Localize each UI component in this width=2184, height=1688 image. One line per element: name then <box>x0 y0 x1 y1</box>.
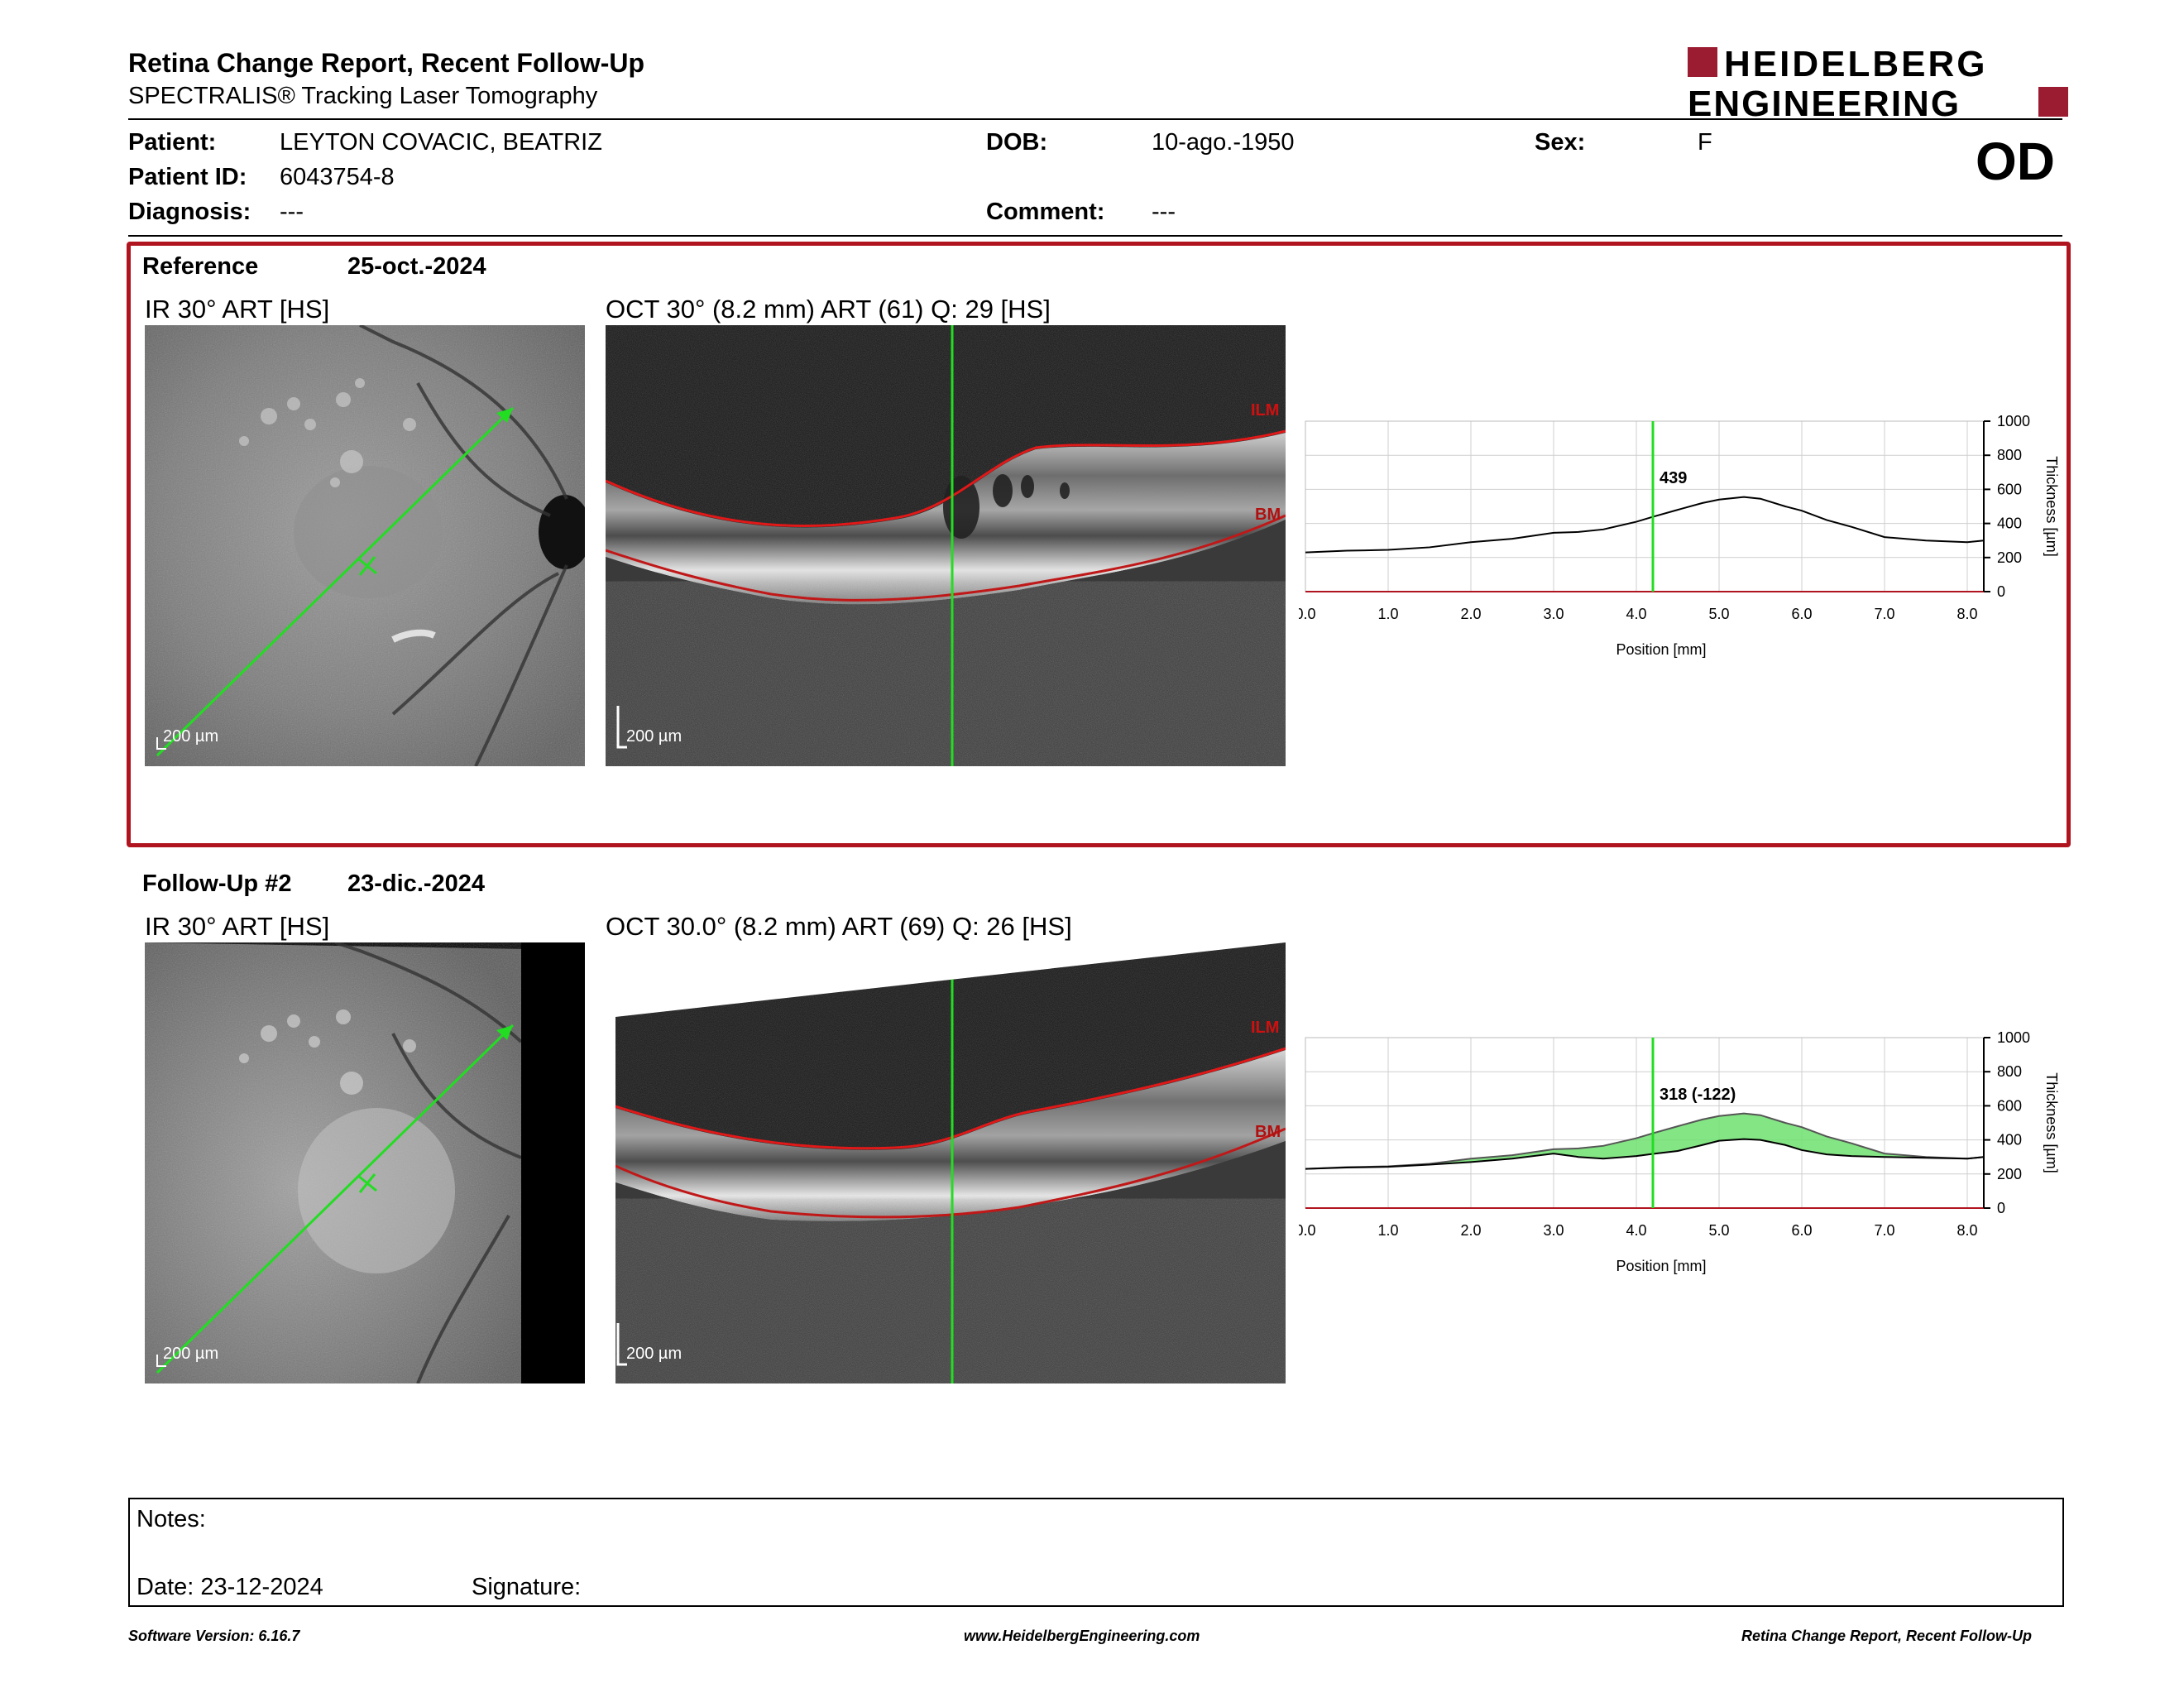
svg-text:HEIDELBERG: HEIDELBERG <box>1724 46 1987 84</box>
followup-ir-caption: IR 30° ART [HS] <box>145 912 330 941</box>
reference-frame <box>127 242 2071 847</box>
reference-ir-caption: IR 30° ART [HS] <box>145 295 330 324</box>
dob-label: DOB: <box>986 129 1048 156</box>
x-tick-label: 8.0 <box>1956 606 1977 622</box>
reference-thickness-chart: 439 0 200 400 600 800 1000 0.0 1.0 2.0 3.0 4.0 5.0 6.… <box>1295 413 2068 679</box>
followup-oct-bscan-image[interactable]: ILM BM 200 µm <box>606 942 1286 1383</box>
reference-oct-caption: OCT 30° (8.2 mm) ART (61) Q: 29 [HS] <box>606 295 1051 324</box>
y-tick-label: 1000 <box>1997 1030 2030 1046</box>
dob-value: 10-ago.-1950 <box>1152 129 1295 156</box>
thickness-series-line <box>1305 1112 1985 1170</box>
sex-value: F <box>1698 129 1712 156</box>
diagnosis-value: --- <box>280 199 304 225</box>
y-tick-label: 0 <box>1997 1200 2005 1216</box>
website-link[interactable]: www.HeidelbergEngineering.com <box>964 1628 1200 1644</box>
x-tick-label: 3.0 <box>1543 606 1564 622</box>
signature-label: Signature: <box>472 1574 582 1600</box>
x-axis-title: Position [mm] <box>1616 641 1706 658</box>
thickness-series-line <box>1305 496 1985 554</box>
reference-bm-label: BM <box>1255 506 1281 524</box>
diagnosis-label: Diagnosis: <box>128 199 251 225</box>
x-tick-label: 4.0 <box>1626 606 1646 622</box>
svg-text:ENGINEERING: ENGINEERING <box>1688 84 1961 120</box>
report-name-footer: Retina Change Report, Recent Follow-Up <box>1741 1628 2033 1644</box>
followup-thickness-chart: 318 (-122) 0 200 400 600 800 1000 0.0 1.0 2.0 3.0 4… <box>1295 1029 2068 1295</box>
thickness-series-line-2 <box>1305 1138 1985 1170</box>
cursor-value-label: 439 <box>1660 469 1687 487</box>
software-version: Software Version: 6.16.7 <box>128 1628 300 1644</box>
x-tick-label: 1.0 <box>1377 1222 1398 1239</box>
plot-frame <box>1305 420 1985 592</box>
x-tick-label: 1.0 <box>1377 606 1398 622</box>
followup-date: 23-dic.-2024 <box>347 870 486 897</box>
sex-label: Sex: <box>1535 129 1586 156</box>
heidelberg-logo: HEIDELBERG ENGINEERING <box>1688 44 2068 124</box>
x-tick-label: 4.0 <box>1626 1222 1646 1239</box>
patient-id-value: 6043754-8 <box>280 164 395 190</box>
plot-frame <box>1305 1037 1985 1209</box>
y-tick-label: 200 <box>1997 1166 2022 1182</box>
y-tick-label: 0 <box>1997 583 2005 600</box>
x-tick-label: 6.0 <box>1791 1222 1812 1239</box>
reference-label: Reference <box>142 253 259 280</box>
x-tick-label: 7.0 <box>1874 606 1894 622</box>
notes-date: Date: 23-12-2024 <box>136 1574 323 1600</box>
comment-label: Comment: <box>986 199 1105 225</box>
reference-ilm-label: ILM <box>1251 401 1280 420</box>
report-title: Retina Change Report, Recent Follow-Up <box>128 48 645 78</box>
notes-label: Notes: <box>136 1506 206 1532</box>
x-tick-label: 7.0 <box>1874 1222 1894 1239</box>
followup-thickness-chart-svg: 318 (-122) 0 200 400 600 800 1000 0.0 1.0 2.0 3.0 4… <box>1295 1029 2060 1274</box>
x-tick-label: 5.0 <box>1708 606 1729 622</box>
y-tick-label: 600 <box>1997 1097 2022 1114</box>
y-tick-label: 1000 <box>1997 414 2030 429</box>
reference-ir-scale: 200 µm <box>163 727 219 746</box>
x-tick-label: 2.0 <box>1460 1222 1481 1239</box>
y-tick-label: 400 <box>1997 516 2022 532</box>
x-tick-label: 0.0 <box>1299 1222 1316 1239</box>
x-tick-label: 8.0 <box>1956 1222 1977 1239</box>
patient-name: LEYTON COVACIC, BEATRIZ <box>280 129 602 156</box>
followup-label: Follow-Up #2 <box>142 870 292 897</box>
y-tick-label: 800 <box>1997 1063 2022 1080</box>
followup-bm-label: BM <box>1255 1123 1281 1141</box>
followup-ir-scale: 200 µm <box>163 1345 219 1363</box>
reference-date: 25-oct.-2024 <box>347 253 486 280</box>
comment-value: --- <box>1152 199 1176 225</box>
y-tick-label: 600 <box>1997 481 2022 497</box>
patient-divider <box>128 235 2062 237</box>
x-tick-label: 5.0 <box>1708 1222 1729 1239</box>
followup-oct-scale: 200 µm <box>626 1345 682 1363</box>
cursor-value-label: 318 (-122) <box>1660 1086 1736 1104</box>
y-tick-label: 200 <box>1997 549 2022 566</box>
x-axis-title: Position [mm] <box>1616 1258 1706 1274</box>
y-axis-title: Thickness [µm] <box>2043 1072 2060 1172</box>
reference-thickness-chart-svg: 439 0 200 400 600 800 1000 0.0 1.0 2.0 3.0 4.0 5.0 6.… <box>1295 413 2060 658</box>
report-subtitle: SPECTRALIS® Tracking Laser Tomography <box>128 83 598 109</box>
header-divider <box>128 118 2062 120</box>
patient-label: Patient: <box>128 129 217 156</box>
patient-id-label: Patient ID: <box>128 164 247 190</box>
eye-indicator: OD <box>1976 132 2055 191</box>
x-tick-label: 0.0 <box>1299 606 1316 622</box>
followup-ir-fundus-image[interactable]: 200 µm <box>145 942 585 1383</box>
y-tick-label: 400 <box>1997 1132 2022 1149</box>
y-axis-title: Thickness [µm] <box>2043 456 2060 556</box>
y-tick-label: 800 <box>1997 447 2022 463</box>
notes-box[interactable]: Notes: Date: 23-12-2024 Signature: <box>128 1498 2064 1607</box>
x-tick-label: 2.0 <box>1460 606 1481 622</box>
reference-oct-bscan-image[interactable]: ILM BM 200 µm <box>606 325 1286 766</box>
followup-ilm-label: ILM <box>1251 1019 1280 1037</box>
reference-oct-scale: 200 µm <box>626 727 682 746</box>
reference-ir-fundus-image[interactable]: 200 µm <box>145 325 585 766</box>
x-tick-label: 3.0 <box>1543 1222 1564 1239</box>
x-tick-label: 6.0 <box>1791 606 1812 622</box>
followup-oct-caption: OCT 30.0° (8.2 mm) ART (69) Q: 26 [HS] <box>606 912 1072 941</box>
thickness-change-area <box>1305 1113 1984 1169</box>
